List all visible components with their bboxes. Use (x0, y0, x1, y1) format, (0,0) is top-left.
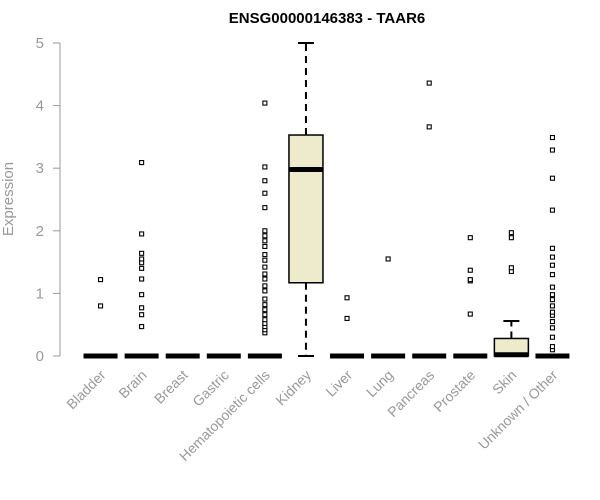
outlier-point (262, 228, 268, 234)
outlier-point (262, 288, 268, 294)
outlier-point (344, 295, 350, 301)
outlier-point (467, 235, 473, 241)
outlier-point (385, 256, 391, 262)
outlier-point (97, 277, 104, 283)
outlier-point (139, 160, 145, 166)
x-tick-label: Skin (489, 367, 520, 398)
outlier-point (262, 283, 268, 289)
y-axis-label: Expression (0, 162, 17, 236)
outlier-point (262, 205, 268, 211)
box-7 (371, 256, 406, 359)
outlier-point (139, 231, 145, 237)
boxes (83, 42, 570, 359)
outlier-point (426, 80, 432, 86)
outlier-point (262, 243, 268, 249)
outlier-point (139, 312, 145, 318)
x-tick-label: Kidney (272, 367, 314, 409)
outlier-point (139, 265, 145, 271)
box-4 (247, 100, 282, 359)
y-tick-label: 1 (36, 285, 44, 302)
outlier-point (549, 319, 556, 325)
outlier-point (262, 317, 268, 323)
y-axis: 0 1 2 3 4 5 (36, 35, 61, 365)
outlier-point (262, 296, 268, 302)
outlier-point (549, 297, 556, 303)
outlier-point (508, 235, 514, 241)
y-tick-label: 3 (36, 160, 44, 177)
outlier-point (426, 124, 432, 130)
outlier-point (262, 238, 268, 244)
box-6 (330, 295, 365, 359)
outlier-point (549, 284, 556, 290)
outlier-point (262, 100, 268, 106)
outlier-point (262, 178, 268, 184)
box-11 (535, 134, 570, 359)
box-9 (453, 235, 488, 359)
box-1 (124, 160, 159, 359)
outlier-point (139, 292, 145, 298)
chart-title: ENSG00000146383 - TAAR6 (229, 10, 426, 27)
x-tick-label: Breast (151, 367, 191, 407)
y-tick-label: 4 (36, 98, 44, 115)
outlier-point (467, 277, 473, 283)
outlier-point (262, 312, 268, 318)
box-8 (412, 80, 447, 359)
outlier-point (549, 272, 556, 278)
outlier-point (549, 175, 556, 181)
outlier-point (549, 262, 556, 268)
outlier-point (262, 252, 268, 258)
outlier-point (262, 190, 268, 196)
outlier-point (467, 311, 473, 317)
outlier-point (262, 271, 268, 277)
outlier-point (97, 303, 104, 309)
outlier-point (139, 324, 145, 330)
y-tick-label: 2 (36, 223, 44, 240)
outlier-point (549, 134, 556, 141)
outlier-point (139, 305, 145, 311)
outlier-point (549, 309, 556, 315)
outlier-point (139, 250, 145, 256)
box-10 (493, 230, 530, 358)
outlier-point (344, 315, 350, 321)
y-tick-label: 0 (36, 348, 44, 365)
outlier-point (262, 276, 268, 282)
x-tick-label: Brain (115, 367, 149, 401)
outlier-point (262, 302, 268, 308)
x-tick-label: Lung (363, 367, 396, 400)
outlier-point (139, 256, 145, 262)
x-tick-label: Prostate (430, 367, 478, 415)
outlier-point (139, 276, 145, 282)
outlier-point (262, 264, 268, 270)
outlier-point (549, 344, 556, 350)
x-tick-label: Liver (322, 367, 355, 400)
outlier-point (549, 303, 556, 309)
outlier-point (549, 254, 556, 260)
outlier-point (508, 265, 514, 271)
y-tick-label: 5 (36, 35, 44, 52)
outlier-point (549, 147, 556, 153)
outlier-point (262, 307, 268, 313)
box-5 (288, 42, 324, 357)
outlier-point (262, 257, 268, 263)
x-tick-label: Bladder (63, 367, 109, 413)
outlier-point (549, 292, 556, 298)
outlier-point (549, 334, 556, 340)
outlier-point (549, 325, 556, 331)
box-body (288, 134, 324, 284)
outlier-point (549, 245, 556, 251)
box-0 (83, 277, 118, 359)
outlier-point (262, 164, 268, 170)
outlier-point (549, 207, 556, 213)
outlier-point (508, 230, 514, 236)
outlier-point (467, 267, 473, 273)
outlier-point (262, 233, 268, 239)
